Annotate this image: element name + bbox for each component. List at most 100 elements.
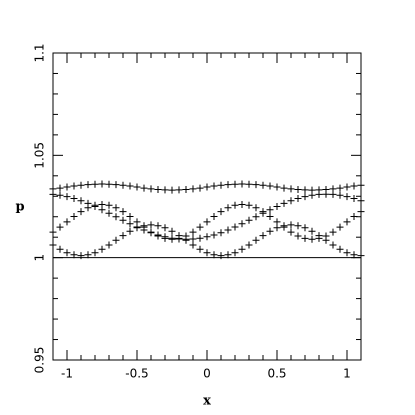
plus-marker (70, 251, 78, 259)
plus-marker (238, 180, 246, 188)
plus-marker (63, 249, 71, 257)
plus-marker (210, 231, 218, 239)
plus-marker (126, 182, 134, 190)
plus-marker (98, 180, 106, 188)
plus-marker (252, 236, 260, 244)
plus-marker (294, 186, 302, 194)
plus-marker (147, 229, 155, 237)
plus-marker (301, 224, 309, 232)
plus-marker (56, 184, 64, 192)
plus-marker (336, 184, 344, 192)
plus-marker (140, 226, 148, 234)
plus-marker (273, 224, 281, 232)
x-tick-label: -0.5 (125, 367, 148, 381)
plus-marker (168, 186, 176, 194)
plus-marker (189, 228, 197, 236)
plus-marker (294, 222, 302, 230)
plus-marker (112, 204, 120, 212)
plus-marker (266, 182, 274, 190)
plus-marker (350, 195, 358, 203)
plus-marker (154, 186, 162, 194)
plus-marker (322, 190, 330, 198)
plus-marker (329, 241, 337, 249)
plus-marker (56, 223, 64, 231)
plus-marker (245, 241, 253, 249)
plus-marker (161, 224, 169, 232)
plus-marker (84, 251, 92, 259)
plus-marker (112, 236, 120, 244)
plus-marker (84, 181, 92, 189)
x-tick-label: 0.5 (267, 367, 286, 381)
plus-marker (224, 226, 232, 234)
plus-marker (357, 181, 365, 189)
plus-marker (273, 183, 281, 191)
plus-marker (301, 234, 309, 242)
plus-marker (343, 218, 351, 226)
plus-marker (357, 197, 365, 205)
plus-marker (266, 213, 274, 221)
plus-marker (49, 190, 57, 198)
plus-marker (49, 228, 57, 236)
plus-marker (203, 183, 211, 191)
plus-marker (168, 227, 176, 235)
plus-marker (112, 213, 120, 221)
plus-marker (231, 223, 239, 231)
plus-marker (196, 223, 204, 231)
plus-marker (140, 184, 148, 192)
plus-marker (336, 191, 344, 199)
plus-marker (238, 245, 246, 253)
plus-marker (350, 251, 358, 259)
plus-marker (98, 206, 106, 214)
plus-marker (217, 181, 225, 189)
plus-marker (238, 200, 246, 208)
plus-marker (336, 223, 344, 231)
plus-marker (294, 232, 302, 240)
plus-marker (203, 218, 211, 226)
plus-marker (63, 218, 71, 226)
plus-marker (315, 234, 323, 242)
plus-marker (287, 185, 295, 193)
plus-marker (196, 234, 204, 242)
plus-marker (287, 228, 295, 236)
plus-marker (133, 223, 141, 231)
plus-marker (252, 204, 260, 212)
plus-marker (105, 201, 113, 209)
plus-marker (315, 190, 323, 198)
plus-marker (105, 241, 113, 249)
plus-marker (252, 181, 260, 189)
plus-marker (189, 235, 197, 243)
plus-marker (189, 241, 197, 249)
y-axis-label: p (15, 200, 24, 215)
plus-marker (56, 191, 64, 199)
plus-marker (336, 245, 344, 253)
x-axis-label: x (203, 394, 211, 409)
plus-marker (119, 208, 127, 216)
plus-marker (77, 181, 85, 189)
plus-marker (224, 251, 232, 259)
x-tick-label: -1 (61, 367, 73, 381)
plus-marker (252, 213, 260, 221)
plus-marker (245, 180, 253, 188)
plus-marker (154, 231, 162, 239)
plus-marker (182, 235, 190, 243)
plus-marker (91, 180, 99, 188)
plus-marker (203, 249, 211, 257)
plus-marker (217, 208, 225, 216)
plus-marker (357, 208, 365, 216)
plus-marker (70, 195, 78, 203)
x-tick-label: 1 (343, 367, 351, 381)
plus-marker (245, 201, 253, 209)
plus-marker (63, 183, 71, 191)
plus-marker (301, 193, 309, 201)
plus-marker (301, 186, 309, 194)
plus-marker (343, 249, 351, 257)
y-tick-label: 1 (33, 254, 47, 262)
y-tick-label: 0.95 (33, 347, 47, 374)
plus-marker (126, 227, 134, 235)
plus-marker (266, 227, 274, 235)
y-tick-label: 1.1 (33, 43, 47, 62)
plus-marker (196, 245, 204, 253)
plus-marker (119, 232, 127, 240)
plus-marker (175, 186, 183, 194)
